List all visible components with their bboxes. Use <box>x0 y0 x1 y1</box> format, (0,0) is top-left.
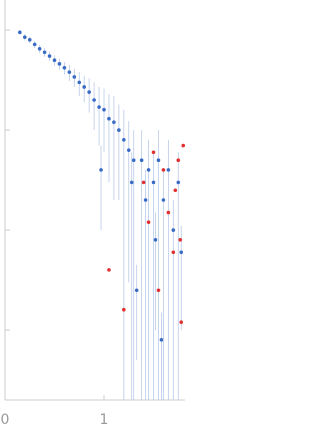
data-point <box>102 107 106 112</box>
data-point <box>166 210 171 215</box>
data-point <box>62 65 67 70</box>
data-point <box>171 228 176 232</box>
data-point <box>92 98 96 102</box>
data-point <box>134 288 139 293</box>
data-point <box>173 188 178 193</box>
data-point <box>153 237 158 242</box>
data-point <box>126 148 131 152</box>
data-point <box>176 158 181 163</box>
data-point <box>159 337 164 342</box>
data-point <box>122 137 126 142</box>
data-point <box>32 42 37 47</box>
data-point <box>131 158 136 163</box>
data-point <box>176 180 181 185</box>
data-point <box>179 320 184 324</box>
data-point <box>129 180 134 185</box>
data-point <box>52 58 57 63</box>
data-point <box>122 307 126 312</box>
data-point <box>178 237 183 242</box>
data-point <box>97 105 101 109</box>
data-point <box>181 143 185 148</box>
data-point <box>23 35 27 39</box>
data-point <box>151 180 156 185</box>
data-point <box>156 288 161 293</box>
data-point <box>146 220 151 224</box>
x-tick-label: 0 <box>1 412 10 428</box>
data-point <box>47 54 52 58</box>
data-point <box>117 128 121 132</box>
data-point <box>166 168 171 172</box>
data-point <box>37 47 42 51</box>
data-point <box>42 50 47 55</box>
data-point <box>82 85 87 89</box>
data-point <box>77 80 82 85</box>
data-point <box>99 168 103 172</box>
data-point <box>107 268 111 272</box>
data-point <box>156 158 161 163</box>
data-point <box>107 116 111 121</box>
data-point <box>57 62 62 66</box>
data-point <box>72 75 77 79</box>
data-point <box>112 120 116 124</box>
data-point <box>139 158 144 163</box>
data-point <box>143 198 148 202</box>
x-tick-label: 1 <box>100 412 109 428</box>
data-point <box>161 168 166 172</box>
data-point <box>179 250 184 255</box>
data-point <box>87 90 91 94</box>
data-point <box>161 198 166 202</box>
data-point <box>67 70 72 74</box>
data-point <box>27 37 32 42</box>
data-point <box>18 30 22 35</box>
data-point <box>146 168 151 172</box>
data-point <box>171 250 176 255</box>
data-point <box>151 150 156 155</box>
data-point <box>141 180 146 185</box>
